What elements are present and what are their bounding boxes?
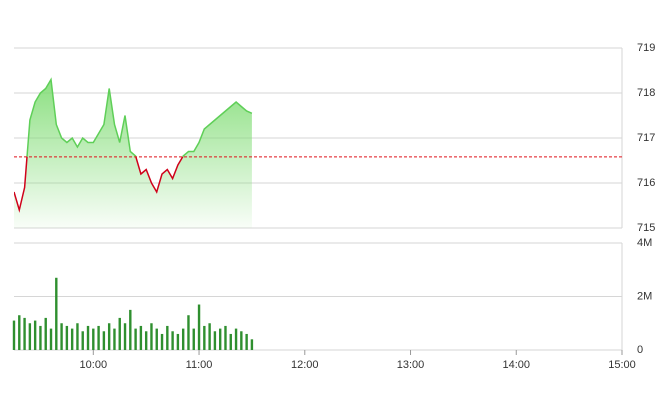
volume-bar — [118, 317, 121, 350]
volume-bar — [18, 315, 21, 350]
y-tick-label: 0 — [637, 344, 643, 356]
price-line-up — [26, 77, 253, 157]
volume-bar — [171, 331, 174, 350]
y-tick-label: 2M — [637, 290, 652, 302]
volume-bar — [192, 328, 195, 350]
volume-bar — [129, 309, 132, 350]
volume-bar — [60, 323, 63, 350]
volume-bar — [12, 320, 16, 350]
y-tick-label: 718 — [637, 87, 655, 99]
x-tick-label: 15:00 — [608, 359, 636, 371]
volume-bar — [245, 333, 248, 350]
volume-bar — [203, 325, 206, 350]
volume-bar — [144, 331, 148, 350]
volume-bar — [23, 317, 26, 350]
y-tick-label: 4M — [637, 237, 652, 249]
volume-bar — [113, 328, 116, 350]
volume-bar — [70, 328, 74, 350]
volume-bar — [81, 331, 84, 350]
volume-bar — [28, 323, 32, 350]
x-tick-label: 12:00 — [291, 359, 319, 371]
y-tick-label: 716 — [637, 177, 655, 189]
volume-bar — [102, 331, 106, 350]
volume-bar — [197, 304, 201, 350]
volume-bar — [139, 325, 143, 350]
volume-bar — [65, 325, 69, 350]
volume-bar — [55, 277, 58, 350]
volume-bar — [134, 328, 137, 350]
volume-bar — [218, 328, 222, 350]
volume-bar — [240, 331, 243, 350]
volume-bar — [76, 323, 79, 350]
x-tick-label: 14:00 — [502, 359, 530, 371]
volume-bar — [181, 328, 185, 350]
volume-bar — [208, 323, 211, 350]
volume-bar — [44, 317, 47, 350]
x-tick-label: 10:00 — [80, 359, 108, 371]
x-tick-label: 13:00 — [397, 359, 425, 371]
volume-bar — [187, 315, 190, 350]
volume-bar — [97, 325, 100, 350]
volume-bar — [86, 325, 90, 350]
volume-bar — [155, 328, 158, 350]
volume-bar — [150, 323, 153, 350]
x-tick-label: 11:00 — [186, 359, 213, 371]
volume-bar — [92, 328, 95, 350]
volume-bar — [39, 325, 42, 350]
volume-bar — [250, 339, 254, 350]
volume-bar — [160, 333, 164, 350]
volume-bar — [166, 325, 169, 350]
volume-bar — [33, 320, 37, 350]
y-tick-label: 715 — [637, 222, 655, 234]
area — [14, 79, 252, 228]
volume-bar — [213, 331, 217, 350]
volume-bar — [234, 328, 238, 350]
volume-bar — [224, 325, 227, 350]
volume-bar — [49, 328, 53, 350]
volume-bar — [123, 323, 127, 350]
y-tick-label: 719 — [637, 42, 655, 54]
volume-bar — [107, 323, 111, 350]
volume-bar — [176, 333, 180, 350]
volume-bar — [229, 333, 232, 350]
y-tick-label: 717 — [637, 132, 655, 144]
